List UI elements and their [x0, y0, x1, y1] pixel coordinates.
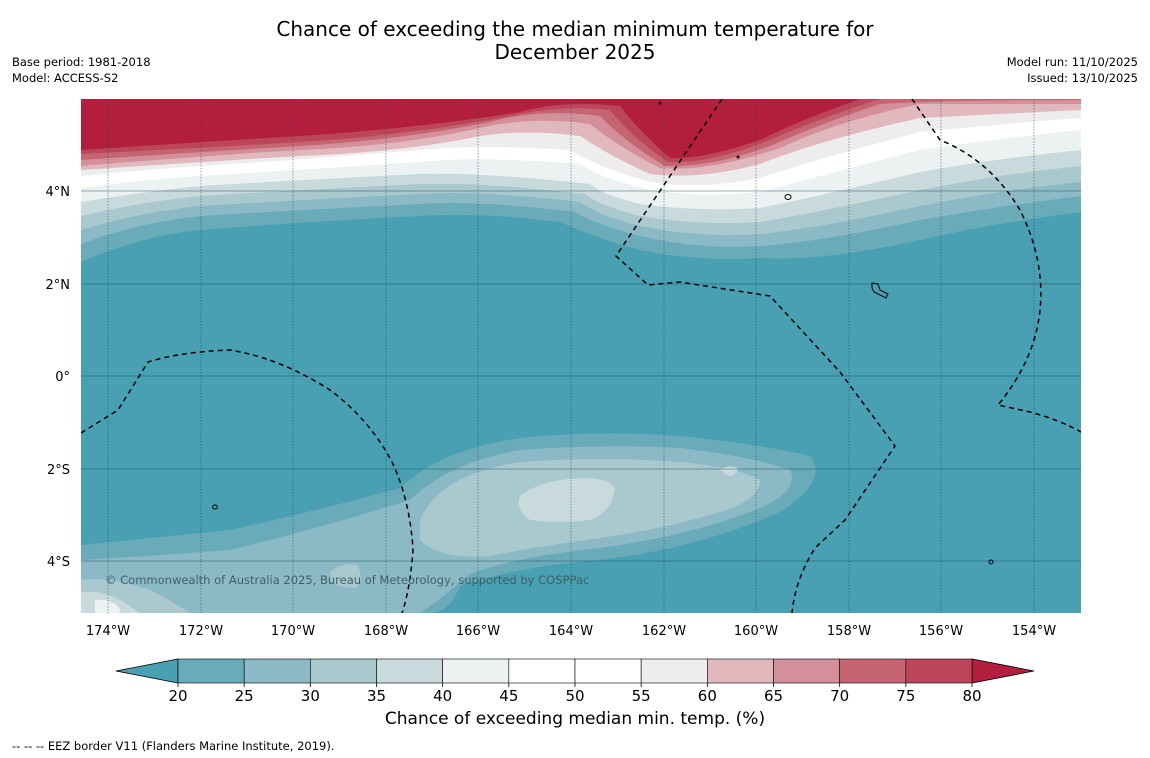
lon-label-158w: 158°W	[827, 624, 871, 639]
model-text: Model: ACCESS-S2	[12, 71, 119, 85]
colorbar-over-arrow	[971, 658, 1035, 684]
colorbar-label: Chance of exceeding median min. temp. (%…	[384, 709, 766, 729]
colorbar-tick-label: 70	[830, 687, 849, 705]
lat-grid-lines	[81, 190, 1081, 562]
lon-label-160w: 160°W	[734, 624, 778, 639]
colorbar-tick-label: 30	[301, 687, 320, 705]
lon-label-166w: 166°W	[456, 624, 500, 639]
run-info: Model run: 11/10/2025 Issued: 13/10/2025	[1007, 54, 1138, 86]
colorbar-tick-label: 35	[367, 687, 386, 705]
lon-label-162w: 162°W	[642, 624, 686, 639]
lon-labels: 174°W 172°W 170°W 168°W 166°W 164°W 162°…	[86, 624, 1056, 639]
colorbar-tick-label: 20	[168, 687, 187, 705]
colorbar-tick-label: 25	[235, 687, 254, 705]
copyright-text: © Commonwealth of Australia 2025, Bureau…	[105, 573, 589, 587]
colorbar-segment	[574, 658, 642, 684]
colorbar-tick-label: 80	[962, 687, 981, 705]
colorbar-segment	[243, 658, 311, 684]
colorbar-segment	[177, 658, 245, 684]
colorbar-tick-label: 65	[764, 687, 783, 705]
lat-label-0: 0°	[55, 370, 70, 385]
lon-label-168w: 168°W	[364, 624, 408, 639]
issued-text: Issued: 13/10/2025	[1027, 71, 1138, 85]
islands	[212, 101, 994, 565]
lon-label-164w: 164°W	[549, 624, 593, 639]
lat-labels: 4°N 2°N 0° 2°S 4°S	[46, 185, 71, 570]
lon-label-172w: 172°W	[179, 624, 223, 639]
colorbar-segment	[508, 658, 576, 684]
colorbar-segment	[442, 658, 510, 684]
colorbar-tick-label: 40	[433, 687, 452, 705]
title-line-1: Chance of exceeding the median minimum t…	[276, 17, 874, 41]
lon-label-154w: 154°W	[1012, 624, 1056, 639]
colorbar-segment	[376, 658, 443, 684]
colorbar: 20 25 30 35 40 45 50 55 60 65 70 75 80	[115, 658, 1035, 705]
lat-label-4s: 4°S	[47, 555, 70, 570]
colorbar-tick-label: 75	[896, 687, 915, 705]
base-period-text: Base period: 1981-2018	[12, 55, 151, 69]
model-run-text: Model run: 11/10/2025	[1006, 55, 1138, 69]
contour-band-over-80	[81, 99, 860, 159]
base-info: Base period: 1981-2018 Model: ACCESS-S2	[12, 54, 151, 86]
colorbar-tick-label: 50	[565, 687, 584, 705]
lat-label-2s: 2°S	[47, 463, 70, 478]
colorbar-under-arrow	[115, 658, 179, 684]
colorbar-segment	[707, 658, 774, 684]
eez-borders	[81, 99, 1081, 613]
colorbar-segment	[640, 658, 708, 684]
lon-label-156w: 156°W	[919, 624, 963, 639]
colorbar-segment	[905, 658, 973, 684]
colorbar-tick-label: 60	[698, 687, 717, 705]
lat-label-2n: 2°N	[46, 278, 71, 293]
south-patch-35	[330, 564, 361, 588]
colorbar-segment	[310, 658, 377, 684]
lon-label-174w: 174°W	[86, 624, 130, 639]
southwest-band-45	[95, 599, 120, 613]
colorbar-tick-label: 45	[499, 687, 518, 705]
colorbar-tick-label: 55	[632, 687, 651, 705]
colorbar-segment	[773, 658, 840, 684]
lon-label-170w: 170°W	[271, 624, 315, 639]
eez-footnote: -- -- -- EEZ border V11 (Flanders Marine…	[12, 739, 335, 753]
title-line-2: December 2025	[494, 40, 656, 64]
south-band-40	[518, 478, 615, 522]
map-title: Chance of exceeding the median minimum t…	[0, 18, 1150, 64]
colorbar-segment	[839, 658, 907, 684]
lat-label-4n: 4°N	[46, 185, 71, 200]
